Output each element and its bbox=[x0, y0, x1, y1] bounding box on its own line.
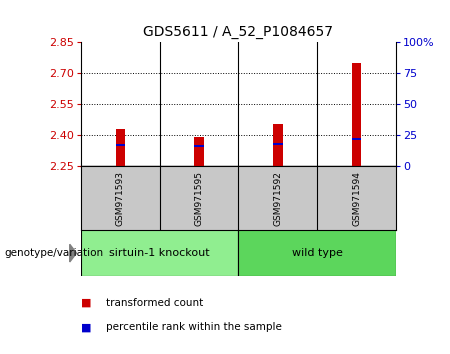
Bar bbox=[352, 138, 361, 140]
Bar bbox=[194, 137, 204, 166]
Polygon shape bbox=[70, 244, 76, 262]
Text: GSM971595: GSM971595 bbox=[194, 171, 203, 226]
Text: transformed count: transformed count bbox=[106, 298, 203, 308]
Text: ■: ■ bbox=[81, 322, 91, 332]
Text: percentile rank within the sample: percentile rank within the sample bbox=[106, 322, 282, 332]
Bar bbox=[81, 230, 239, 276]
Text: sirtuin-1 knockout: sirtuin-1 knockout bbox=[109, 248, 210, 258]
Title: GDS5611 / A_52_P1084657: GDS5611 / A_52_P1084657 bbox=[144, 25, 333, 39]
Text: genotype/variation: genotype/variation bbox=[4, 248, 104, 258]
Bar bbox=[116, 144, 125, 146]
Text: ■: ■ bbox=[81, 298, 91, 308]
Bar bbox=[352, 63, 361, 166]
Text: GSM971593: GSM971593 bbox=[116, 171, 125, 226]
Bar bbox=[273, 124, 283, 166]
Bar bbox=[238, 230, 396, 276]
Text: GSM971594: GSM971594 bbox=[352, 171, 361, 226]
Bar bbox=[194, 145, 204, 147]
Text: GSM971592: GSM971592 bbox=[274, 171, 283, 226]
Bar bbox=[273, 143, 283, 145]
Bar bbox=[116, 129, 125, 166]
Text: wild type: wild type bbox=[292, 248, 343, 258]
